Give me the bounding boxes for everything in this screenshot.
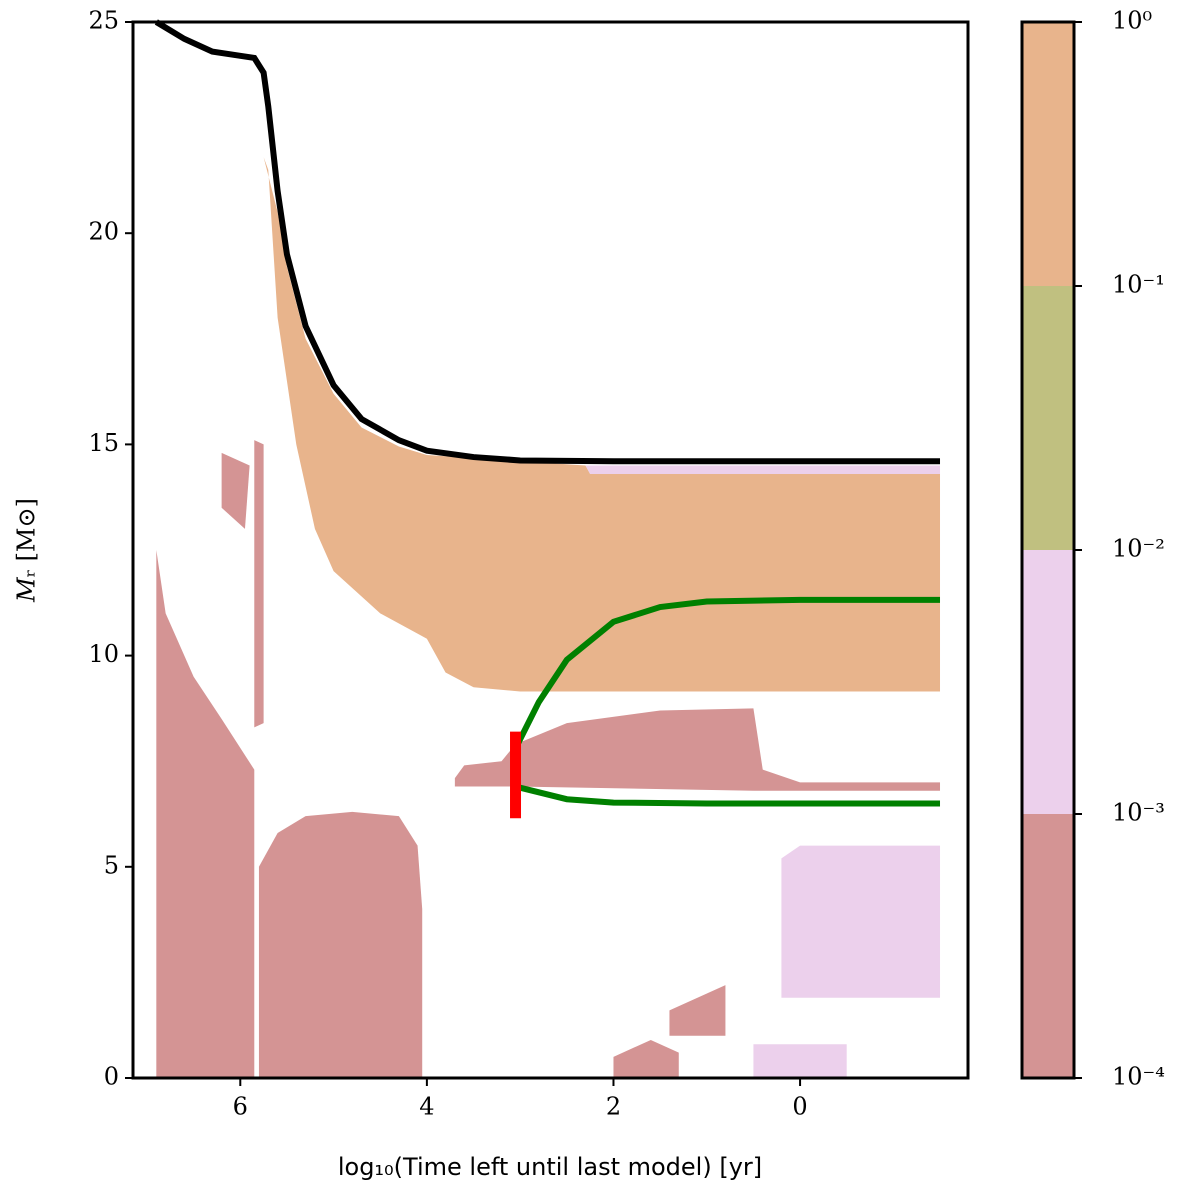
y-tick-label: 10 (88, 640, 119, 668)
x-tick-label: 0 (792, 1093, 807, 1121)
y-tick-label: 25 (88, 7, 119, 35)
region (669, 985, 726, 1036)
colorbar-band (1022, 22, 1074, 286)
colorbar-tick-label: 10⁻² (1112, 535, 1165, 563)
colorbar-tick-label: 10⁻³ (1112, 799, 1165, 827)
region (258, 811, 423, 1078)
colorbar-band (1022, 550, 1074, 814)
region (263, 157, 941, 692)
region (454, 708, 941, 791)
region (254, 440, 264, 728)
colorbar-tick-label: 10⁻¹ (1112, 271, 1165, 299)
colorbar-band (1022, 286, 1074, 550)
line (512, 596, 941, 750)
y-tick-label: 15 (88, 429, 119, 457)
x-tick-label: 6 (233, 1093, 248, 1121)
region (585, 465, 941, 474)
colorbar-tick-label: 10⁻⁴ (1112, 1063, 1165, 1091)
region (156, 550, 255, 1078)
y-tick-label: 5 (104, 851, 119, 879)
plot-frame (131, 20, 970, 1080)
x-tick-label: 2 (606, 1093, 621, 1121)
colorbar-band (1022, 814, 1074, 1078)
line (514, 783, 941, 807)
y-axis-label: 𝑀ᵣ [M⊙] (13, 498, 41, 603)
colorbar-tick-label: 10⁰ (1112, 7, 1152, 35)
region (221, 452, 250, 529)
x-axis-label: log₁₀(Time left until last model) [yr] (338, 1153, 762, 1181)
y-tick-label: 0 (104, 1063, 119, 1091)
x-tick-label: 4 (419, 1093, 434, 1121)
region (613, 1039, 679, 1078)
y-tick-label: 20 (88, 218, 119, 246)
region (781, 845, 941, 998)
region (753, 1044, 847, 1078)
line (154, 19, 941, 465)
